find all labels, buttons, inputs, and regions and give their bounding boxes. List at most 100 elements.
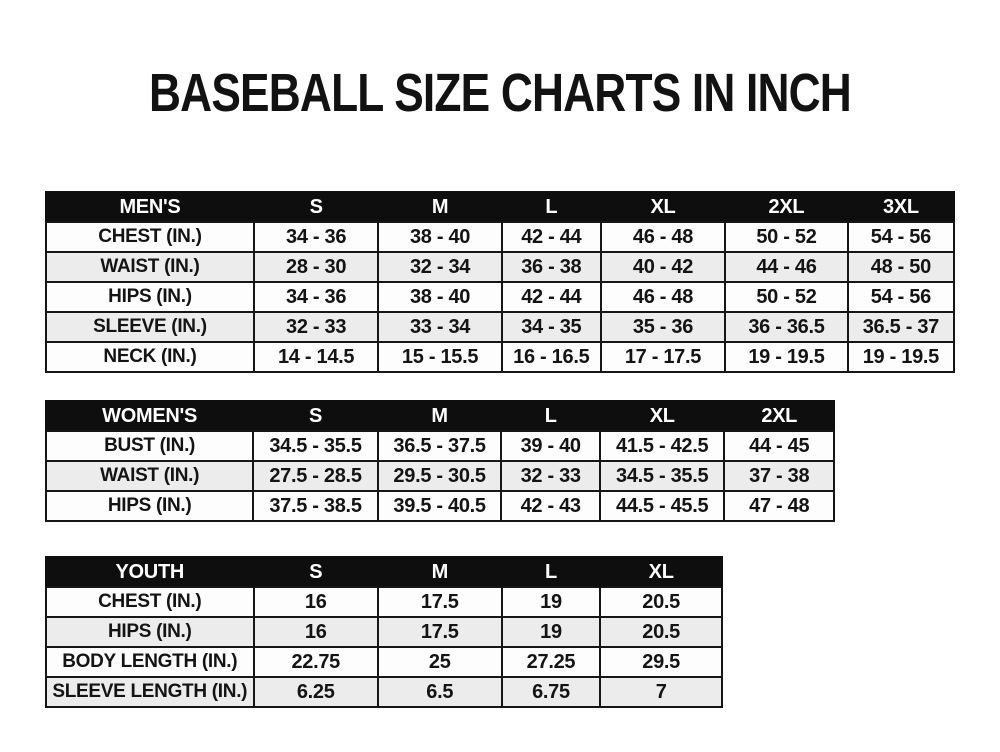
size-column-header: M bbox=[376, 400, 503, 432]
row-label-cell: CHEST (IN.) bbox=[45, 221, 255, 253]
table-row: WAIST (IN.) 28 - 30 32 - 34 36 - 38 40 - 42 4… bbox=[45, 251, 956, 283]
size-value-cell: 39 - 40 bbox=[500, 430, 601, 462]
size-value-cell: 36.5 - 37.5 bbox=[376, 430, 503, 462]
size-value-cell: 37.5 - 38.5 bbox=[252, 490, 379, 522]
table-row: HIPS (IN.) 37.5 - 38.5 39.5 - 40.5 42 - 43 4… bbox=[44, 490, 835, 522]
row-label-cell: HIPS (IN.) bbox=[45, 281, 255, 313]
table-row: SLEEVE LENGTH (IN.) 6.25 6.5 6.75 7 bbox=[45, 676, 723, 708]
size-value-cell: 32 - 34 bbox=[377, 251, 503, 283]
size-value-cell: 34.5 - 35.5 bbox=[252, 430, 379, 462]
size-value-cell: 32 - 33 bbox=[252, 311, 380, 343]
size-value-cell: 40 - 42 bbox=[599, 251, 727, 283]
size-value-cell: 48 - 50 bbox=[846, 251, 956, 283]
size-value-cell: 29.5 bbox=[599, 646, 723, 678]
size-value-cell: 33 - 34 bbox=[377, 311, 503, 343]
size-table-youth: YOUTH S M L XL CHEST (IN.) 16 17.5 19 20.5 HIPS (I… bbox=[45, 556, 723, 708]
size-column-header: S bbox=[252, 556, 379, 588]
row-label-cell: HIPS (IN.) bbox=[45, 616, 255, 648]
size-value-cell: 46 - 48 bbox=[599, 221, 727, 253]
size-value-cell: 19 - 19.5 bbox=[724, 341, 849, 373]
size-column-header: 3XL bbox=[846, 191, 956, 223]
size-column-header: M bbox=[376, 556, 503, 588]
size-value-cell: 16 - 16.5 bbox=[500, 341, 602, 373]
size-value-cell: 6.5 bbox=[376, 676, 503, 708]
size-value-cell: 20.5 bbox=[599, 616, 723, 648]
size-value-cell: 25 bbox=[376, 646, 503, 678]
size-value-cell: 19 - 19.5 bbox=[846, 341, 956, 373]
size-value-cell: 14 - 14.5 bbox=[252, 341, 380, 373]
size-value-cell: 28 - 30 bbox=[252, 251, 380, 283]
size-column-header: S bbox=[252, 191, 380, 223]
row-label-cell: BUST (IN.) bbox=[44, 430, 255, 462]
table-row: HIPS (IN.) 34 - 36 38 - 40 42 - 44 46 - 48 50… bbox=[45, 281, 956, 313]
size-value-cell: 34 - 36 bbox=[252, 221, 380, 253]
size-column-header: L bbox=[500, 400, 601, 432]
size-column-header: M bbox=[377, 191, 503, 223]
row-label-cell: BODY LENGTH (IN.) bbox=[45, 646, 255, 678]
size-value-cell: 54 - 56 bbox=[846, 281, 956, 313]
size-value-cell: 29.5 - 30.5 bbox=[376, 460, 503, 492]
size-value-cell: 35 - 36 bbox=[599, 311, 727, 343]
size-value-cell: 16 bbox=[252, 616, 379, 648]
size-value-cell: 36.5 - 37 bbox=[846, 311, 956, 343]
size-value-cell: 34.5 - 35.5 bbox=[598, 460, 726, 492]
size-value-cell: 16 bbox=[252, 586, 379, 618]
size-column-header: L bbox=[500, 556, 602, 588]
size-value-cell: 17 - 17.5 bbox=[599, 341, 727, 373]
size-value-cell: 17.5 bbox=[376, 616, 503, 648]
size-value-cell: 38 - 40 bbox=[377, 221, 503, 253]
size-table-womens: WOMEN'S S M L XL 2XL BUST (IN.) 34.5 - 35.5 36.5… bbox=[44, 400, 835, 522]
table-title-cell: YOUTH bbox=[45, 556, 255, 588]
size-value-cell: 32 - 33 bbox=[500, 460, 601, 492]
size-value-cell: 38 - 40 bbox=[377, 281, 503, 313]
row-label-cell: NECK (IN.) bbox=[45, 341, 255, 373]
size-value-cell: 6.25 bbox=[252, 676, 379, 708]
size-column-header: S bbox=[252, 400, 379, 432]
size-value-cell: 39.5 - 40.5 bbox=[376, 490, 503, 522]
size-value-cell: 17.5 bbox=[376, 586, 503, 618]
size-value-cell: 7 bbox=[599, 676, 723, 708]
size-value-cell: 44 - 46 bbox=[724, 251, 849, 283]
header-row: YOUTH S M L XL bbox=[45, 556, 723, 588]
size-value-cell: 41.5 - 42.5 bbox=[598, 430, 726, 462]
size-value-cell: 19 bbox=[500, 586, 602, 618]
table-row: BUST (IN.) 34.5 - 35.5 36.5 - 37.5 39 - 40 4… bbox=[44, 430, 835, 462]
size-value-cell: 27.5 - 28.5 bbox=[252, 460, 379, 492]
size-value-cell: 50 - 52 bbox=[724, 221, 849, 253]
row-label-cell: WAIST (IN.) bbox=[44, 460, 255, 492]
size-value-cell: 20.5 bbox=[599, 586, 723, 618]
header-row: WOMEN'S S M L XL 2XL bbox=[44, 400, 835, 432]
table-title-cell: MEN'S bbox=[45, 191, 255, 223]
size-value-cell: 42 - 44 bbox=[500, 281, 602, 313]
table-row: CHEST (IN.) 16 17.5 19 20.5 bbox=[45, 586, 723, 618]
table-row: HIPS (IN.) 16 17.5 19 20.5 bbox=[45, 616, 723, 648]
row-label-cell: HIPS (IN.) bbox=[44, 490, 255, 522]
size-value-cell: 54 - 56 bbox=[846, 221, 956, 253]
size-value-cell: 19 bbox=[500, 616, 602, 648]
size-value-cell: 36 - 38 bbox=[500, 251, 602, 283]
size-value-cell: 6.75 bbox=[500, 676, 602, 708]
header-row: MEN'S S M L XL 2XL 3XL bbox=[45, 191, 956, 223]
table-title-cell: WOMEN'S bbox=[44, 400, 255, 432]
size-value-cell: 42 - 44 bbox=[500, 221, 602, 253]
size-table-mens: MEN'S S M L XL 2XL 3XL CHEST (IN.) 34 - 36 38 - 4… bbox=[45, 191, 956, 373]
table-row: NECK (IN.) 14 - 14.5 15 - 15.5 16 - 16.5 17 … bbox=[45, 341, 956, 373]
size-value-cell: 22.75 bbox=[252, 646, 379, 678]
size-column-header: 2XL bbox=[724, 191, 849, 223]
size-value-cell: 34 - 35 bbox=[500, 311, 602, 343]
size-column-header: XL bbox=[599, 191, 727, 223]
page-title: BASEBALL SIZE CHARTS IN INCH bbox=[149, 63, 852, 123]
row-label-cell: CHEST (IN.) bbox=[45, 586, 255, 618]
size-column-header: XL bbox=[598, 400, 726, 432]
row-label-cell: SLEEVE LENGTH (IN.) bbox=[45, 676, 255, 708]
table-row: BODY LENGTH (IN.) 22.75 25 27.25 29.5 bbox=[45, 646, 723, 678]
size-value-cell: 44.5 - 45.5 bbox=[598, 490, 726, 522]
size-value-cell: 36 - 36.5 bbox=[724, 311, 849, 343]
table-row: SLEEVE (IN.) 32 - 33 33 - 34 34 - 35 35 - 36… bbox=[45, 311, 956, 343]
row-label-cell: SLEEVE (IN.) bbox=[45, 311, 255, 343]
size-value-cell: 42 - 43 bbox=[500, 490, 601, 522]
size-value-cell: 44 - 45 bbox=[723, 430, 835, 462]
table-row: WAIST (IN.) 27.5 - 28.5 29.5 - 30.5 32 - 33… bbox=[44, 460, 835, 492]
table-row: CHEST (IN.) 34 - 36 38 - 40 42 - 44 46 - 48 5… bbox=[45, 221, 956, 253]
